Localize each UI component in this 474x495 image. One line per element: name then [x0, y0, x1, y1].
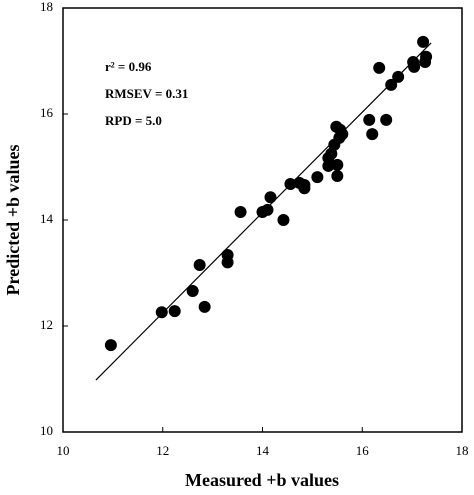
y-tick-label: 10 — [40, 423, 53, 438]
data-point — [168, 305, 181, 318]
data-point — [331, 170, 344, 183]
annotation: RPD = 5.0 — [105, 113, 162, 128]
data-point — [298, 182, 311, 195]
y-tick-label: 16 — [40, 105, 54, 120]
annotation: RMSEV = 0.31 — [105, 86, 188, 101]
data-point — [193, 259, 206, 272]
data-point — [336, 128, 349, 141]
data-point — [155, 306, 168, 319]
y-tick-label: 12 — [40, 317, 53, 332]
data-point — [277, 214, 290, 226]
data-point — [234, 206, 247, 219]
data-point — [311, 171, 324, 184]
data-point — [264, 191, 277, 204]
x-axis-title: Measured +b values — [185, 470, 339, 490]
data-point — [284, 177, 297, 190]
data-point — [366, 128, 379, 141]
data-point — [363, 113, 376, 126]
x-tick-label: 14 — [256, 443, 270, 458]
data-point — [104, 339, 117, 352]
annotation: r² = 0.96 — [105, 59, 152, 74]
data-point — [408, 60, 421, 73]
y-tick-label: 14 — [40, 211, 54, 226]
data-point — [221, 248, 234, 261]
data-point — [325, 147, 338, 160]
x-tick-label: 10 — [57, 443, 70, 458]
y-tick-label: 18 — [40, 0, 53, 14]
x-tick-label: 16 — [356, 443, 370, 458]
data-point — [380, 113, 393, 126]
data-point — [385, 78, 398, 91]
x-tick-label: 12 — [156, 443, 169, 458]
data-point — [186, 285, 199, 298]
x-tick-label: 18 — [456, 443, 469, 458]
data-point — [331, 158, 344, 171]
data-point — [373, 61, 386, 74]
data-point — [417, 35, 430, 48]
y-axis-title: Predicted +b values — [3, 145, 23, 296]
data-point — [198, 300, 211, 313]
data-point — [261, 203, 274, 216]
data-point — [392, 70, 405, 83]
data-point — [420, 50, 433, 63]
